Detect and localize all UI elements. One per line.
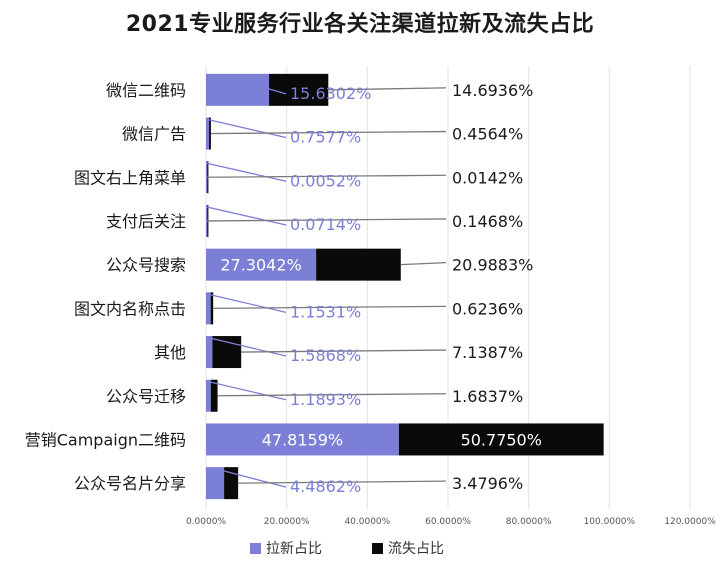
chart-title: 2021专业服务行业各关注渠道拉新及流失占比	[125, 12, 595, 37]
bar-new-4	[206, 248, 317, 281]
data-label-new: 1.1531%	[290, 302, 361, 321]
category-label: 图文内名称点击	[74, 299, 186, 318]
data-label-new: 0.0714%	[290, 215, 361, 234]
leader-line-new	[207, 118, 287, 139]
x-tick-label: 60.0000%	[425, 517, 471, 527]
leader-line-churn	[210, 130, 447, 135]
data-label-new: 0.0052%	[290, 171, 361, 190]
bar-new-8	[206, 423, 399, 456]
bar-churn-5	[210, 292, 214, 325]
data-label-new: 47.8159%	[262, 430, 343, 449]
data-label-churn: 20.9883%	[452, 256, 533, 275]
data-label-new: 27.3042%	[220, 256, 301, 275]
bar-churn-4	[316, 248, 401, 281]
bar-new-6	[206, 336, 213, 369]
leader-line-churn	[217, 393, 447, 397]
leader-line-churn	[206, 218, 447, 222]
bar-churn-6	[212, 336, 242, 369]
data-label-churn: 0.1468%	[452, 212, 523, 231]
bar-churn-8	[398, 423, 604, 456]
leader-line-new	[216, 468, 287, 488]
legend-item-churn-swatch	[372, 543, 383, 554]
x-tick-label: 100.0000%	[584, 517, 636, 527]
leader-line-churn	[400, 262, 447, 266]
leader-line-churn	[213, 305, 447, 309]
category-label: 支付后关注	[106, 212, 186, 231]
category-label: 其他	[154, 343, 186, 362]
data-label-churn: 0.6236%	[452, 299, 523, 318]
category-label: 营销Campaign二维码	[25, 430, 186, 449]
x-tick-label: 40.0000%	[344, 517, 390, 527]
data-label-churn: 0.0142%	[452, 168, 523, 187]
category-label: 公众号名片分享	[74, 474, 186, 493]
category-label: 微信二维码	[106, 81, 186, 100]
x-tick-label: 120.0000%	[664, 517, 716, 527]
legend-item-churn-label: 流失占比	[388, 541, 444, 557]
x-tick-label: 20.0000%	[264, 517, 310, 527]
data-label-churn: 50.7750%	[461, 430, 542, 449]
data-label-churn: 7.1387%	[452, 343, 523, 362]
leader-line-churn	[206, 174, 447, 178]
leader-line-new	[208, 381, 287, 401]
x-tick-label: 80.0000%	[506, 517, 552, 527]
data-label-churn: 1.6837%	[452, 387, 523, 406]
bar-new-7	[206, 379, 211, 412]
bar-churn-1	[209, 117, 211, 150]
legend-item-new-swatch	[250, 543, 261, 554]
leader-line-churn	[328, 87, 447, 91]
bar-new-3	[206, 204, 208, 237]
leader-line-new	[208, 293, 287, 313]
leader-line-churn	[241, 349, 447, 353]
x-tick-label: 0.0000%	[186, 517, 226, 527]
data-label-new: 1.1893%	[290, 390, 361, 409]
category-label: 微信广告	[122, 125, 186, 144]
category-label: 图文右上角菜单	[74, 168, 186, 187]
bar-new-5	[206, 292, 211, 325]
category-label: 公众号搜索	[106, 256, 186, 275]
data-label-churn: 0.4564%	[452, 125, 523, 144]
bar-new-9	[206, 467, 225, 500]
leader-line-new	[209, 337, 287, 357]
data-label-new: 15.6302%	[290, 84, 371, 103]
leader-line-new	[206, 162, 287, 182]
data-label-new: 1.5868%	[290, 346, 361, 365]
bar-churn-0	[269, 73, 329, 106]
data-label-new: 4.4862%	[290, 477, 361, 496]
bar-new-1	[206, 117, 210, 150]
leader-line-new	[223, 75, 287, 95]
leader-line-churn	[238, 480, 447, 484]
data-label-churn: 3.4796%	[452, 474, 523, 493]
data-label-new: 0.7577%	[290, 128, 361, 147]
category-label: 公众号迁移	[106, 387, 186, 406]
bar-new-0	[206, 73, 270, 106]
bar-churn-7	[210, 379, 218, 412]
bar-churn-9	[224, 467, 239, 500]
data-label-churn: 14.6936%	[452, 81, 533, 100]
leader-line-new	[206, 206, 287, 226]
legend-item-new-label: 拉新占比	[266, 541, 322, 557]
